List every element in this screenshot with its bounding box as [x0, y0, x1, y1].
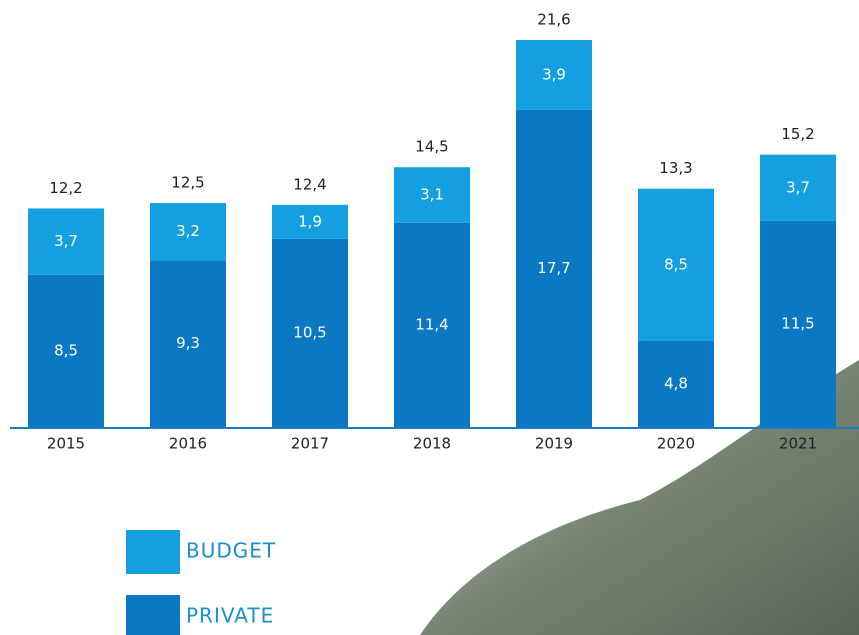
- value-label: 10,5: [293, 323, 326, 341]
- x-tick-label: 2017: [291, 435, 329, 453]
- total-label: 12,2: [49, 179, 82, 197]
- value-label: 4,8: [664, 375, 688, 393]
- x-tick-label: 2018: [413, 435, 451, 453]
- x-tick-label: 2015: [47, 435, 85, 453]
- value-label: 3,1: [420, 185, 444, 203]
- legend-swatch: [126, 530, 180, 574]
- total-label: 13,3: [659, 159, 692, 177]
- total-label: 14,5: [415, 138, 448, 156]
- x-tick-label: 2016: [169, 435, 207, 453]
- value-label: 17,7: [537, 259, 570, 277]
- legend-swatch: [126, 595, 180, 635]
- value-label: 8,5: [664, 255, 688, 273]
- x-tick-label: 2020: [657, 435, 695, 453]
- value-label: 11,4: [415, 315, 448, 333]
- value-label: 3,7: [54, 232, 78, 250]
- value-label: 11,5: [781, 314, 814, 332]
- x-tick-label: 2019: [535, 435, 573, 453]
- legend-label: PRIVATE: [186, 604, 274, 628]
- value-label: 3,7: [786, 178, 810, 196]
- value-label: 9,3: [176, 334, 200, 352]
- chart: 8,5 3,7 12,2 2015 9,3 3,2 12,5 2016 10,5 1,9 12,4 2…: [0, 0, 859, 635]
- value-label: 1,9: [298, 212, 322, 230]
- legend-label: BUDGET: [186, 539, 276, 563]
- value-label: 3,2: [176, 222, 200, 240]
- total-label: 12,5: [171, 174, 204, 192]
- total-label: 15,2: [781, 125, 814, 143]
- total-label: 21,6: [537, 11, 570, 29]
- x-tick-label: 2021: [779, 435, 817, 453]
- value-label: 3,9: [542, 65, 566, 83]
- value-label: 8,5: [54, 341, 78, 359]
- total-label: 12,4: [293, 175, 326, 193]
